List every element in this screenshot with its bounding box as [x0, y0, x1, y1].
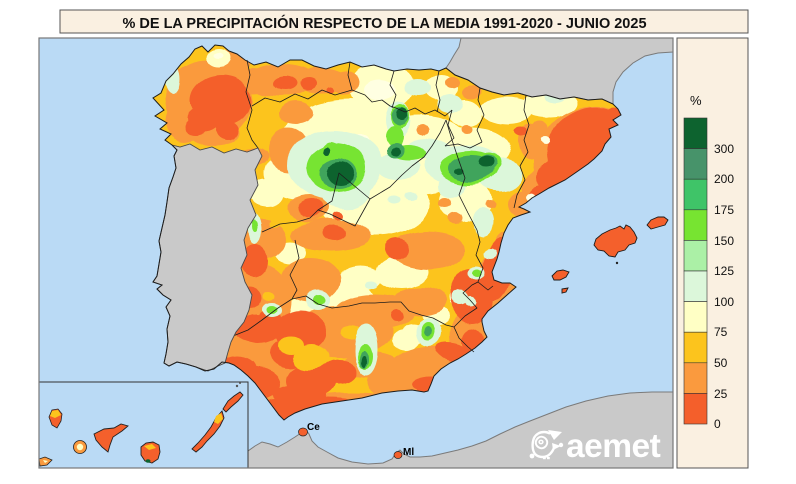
svg-text:200: 200 [714, 172, 734, 186]
svg-text:Ml: Ml [403, 447, 414, 458]
svg-text:aemet: aemet [566, 428, 661, 465]
svg-text:300: 300 [714, 142, 734, 156]
svg-text:Ce: Ce [307, 422, 320, 433]
svg-text:0: 0 [714, 417, 721, 431]
svg-text:100: 100 [714, 295, 734, 309]
svg-text:175: 175 [714, 203, 734, 217]
svg-text:125: 125 [714, 264, 734, 278]
svg-text:% DE LA PRECIPITACIÓN RESPECTO: % DE LA PRECIPITACIÓN RESPECTO DE LA MED… [122, 14, 646, 32]
svg-text:150: 150 [714, 234, 734, 248]
svg-text:50: 50 [714, 356, 728, 370]
svg-text:%: % [690, 93, 702, 108]
svg-text:25: 25 [714, 387, 728, 401]
svg-text:75: 75 [714, 325, 728, 339]
